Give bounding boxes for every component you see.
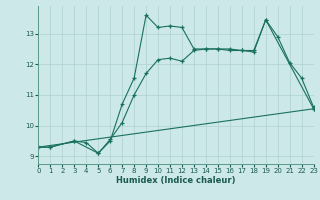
X-axis label: Humidex (Indice chaleur): Humidex (Indice chaleur) (116, 176, 236, 185)
